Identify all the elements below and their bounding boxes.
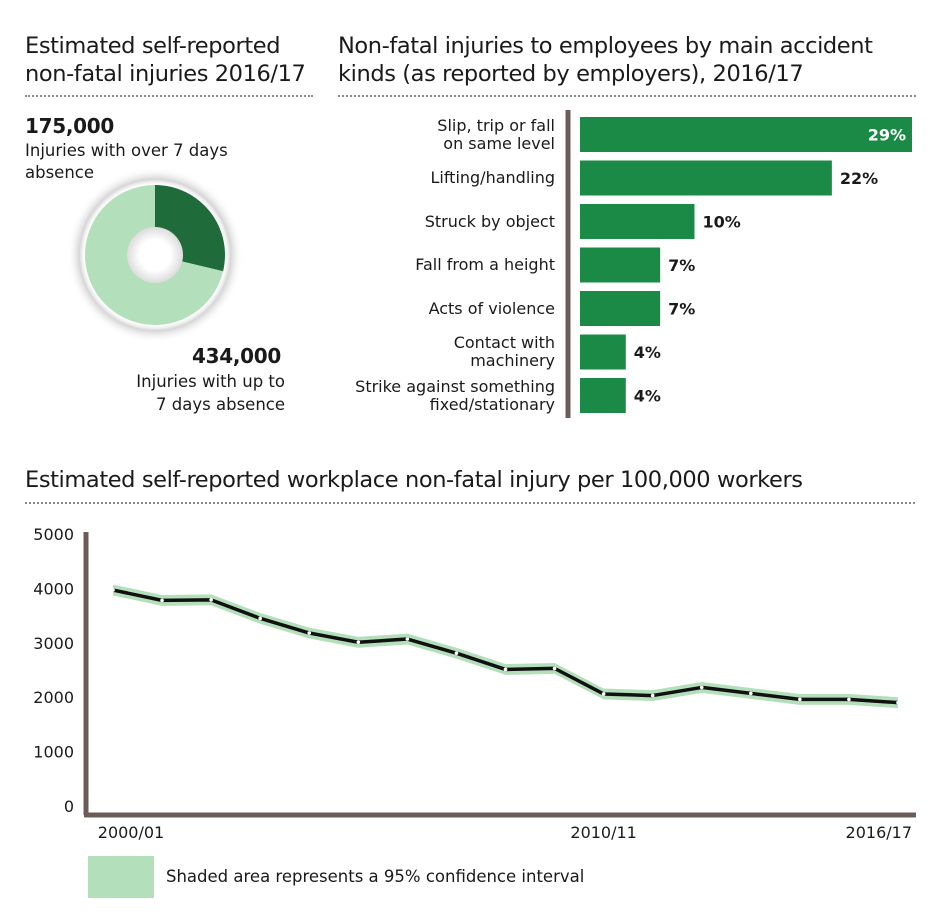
bar-category-label-0-line-0: Slip, trip or fall (437, 115, 555, 135)
bar-6 (580, 378, 626, 413)
data-point-15 (847, 697, 851, 702)
bar-category-label-5-line-0: Contact with (453, 333, 555, 352)
bar-category-label-6-line-1: fixed/stationary (429, 394, 555, 414)
data-point-10 (601, 692, 606, 696)
bar-category-label-6-line-0: Strike against something (355, 376, 555, 396)
bar-category-label-3-line-0: Fall from a height (415, 255, 555, 274)
legend-text: Shaded area represents a 95% confidence … (166, 867, 585, 886)
bar-value-label-6: 4% (634, 387, 661, 406)
confidence-band (113, 584, 898, 709)
bar-panel-title-line2: kinds (as reported by employers), 2016/1… (338, 61, 804, 87)
bar-3 (580, 247, 661, 283)
stat-upto7-value: 434,000 (192, 344, 281, 368)
bar-category-label-5-line-1: machinery (470, 351, 555, 370)
donut-panel-title-line1: Estimated self-reported (25, 33, 281, 59)
data-point-0 (111, 588, 115, 592)
line-panel-title: Estimated self-reported workplace non-fa… (25, 467, 803, 493)
bar-panel-divider (338, 95, 916, 97)
data-point-12 (699, 685, 704, 690)
y-tick-label-0: 0 (64, 797, 74, 816)
y-tick-label-4: 4000 (33, 579, 74, 598)
stat-upto7-label-line1: Injuries with up to (136, 372, 285, 391)
x-tick-label-2: 2016/17 (846, 823, 912, 842)
bar-category-label-2: Struck by object (295, 211, 555, 231)
bar-category-label-1-line-0: Lifting/handling (430, 168, 555, 187)
bar-0 (580, 117, 912, 152)
line-panel-divider (25, 502, 915, 504)
data-point-4 (307, 631, 312, 635)
data-point-9 (552, 666, 557, 671)
bar-category-label-2-line-0: Struck by object (424, 211, 555, 231)
donut-hole (127, 227, 183, 283)
bar-category-label-4-line-0: Acts of violence (428, 298, 555, 318)
bar-value-label-0: 29% (868, 126, 906, 145)
data-point-2 (209, 598, 213, 602)
bar-value-label-4: 7% (668, 300, 695, 319)
x-tick-label-1: 2010/11 (570, 823, 636, 842)
data-point-5 (356, 640, 361, 645)
y-tick-label-1: 1000 (33, 743, 74, 762)
donut-panel-title-line2: non-fatal injuries 2016/17 (25, 61, 306, 87)
series-line (112, 588, 899, 705)
bar-category-label-0-line-1: on same level (443, 133, 555, 153)
stat-upto7-label-line2: 7 days absence (156, 395, 285, 414)
stat-over7-label-line1: Injuries with over 7 days (25, 141, 228, 160)
data-point-16 (896, 700, 900, 705)
y-tick-label-2: 2000 (33, 688, 74, 707)
stat-over7-value: 175,000 (25, 114, 114, 138)
y-tick-label-5: 5000 (33, 525, 74, 544)
bar-category-label-1: Lifting/handling (295, 169, 555, 187)
donut-panel-divider (25, 95, 313, 97)
bar-category-label-4: Acts of violence (295, 298, 555, 318)
x-tick-label-0: 2000/01 (98, 823, 164, 842)
data-point-3 (258, 616, 262, 621)
bar-5 (580, 334, 626, 370)
bar-category-label-3: Fall from a height (295, 256, 555, 274)
bar-category-label-5: Contact with machinery (295, 334, 555, 370)
bar-4 (580, 291, 661, 326)
data-point-11 (650, 693, 655, 698)
bar-panel-title-line1: Non-fatal injuries to employees by main … (338, 33, 873, 59)
bar-value-label-2: 10% (702, 213, 740, 232)
data-point-14 (798, 697, 802, 702)
data-point-6 (405, 637, 410, 641)
data-point-8 (503, 667, 508, 672)
bar-value-label-3: 7% (668, 256, 695, 275)
stat-over7-label-line2: absence (25, 163, 95, 182)
bar-category-label-0: Slip, trip or fall on same level (295, 115, 555, 153)
bar-1 (580, 160, 832, 196)
data-point-7 (454, 651, 459, 655)
data-point-1 (160, 598, 164, 603)
data-point-13 (749, 691, 753, 696)
legend-swatch (88, 856, 154, 898)
bar-value-label-5: 4% (634, 343, 661, 362)
bar-value-label-1: 22% (840, 169, 878, 188)
y-tick-label-3: 3000 (33, 634, 74, 653)
bar-2 (580, 204, 695, 239)
bar-category-label-6: Strike against something fixed/stationary (295, 376, 555, 414)
